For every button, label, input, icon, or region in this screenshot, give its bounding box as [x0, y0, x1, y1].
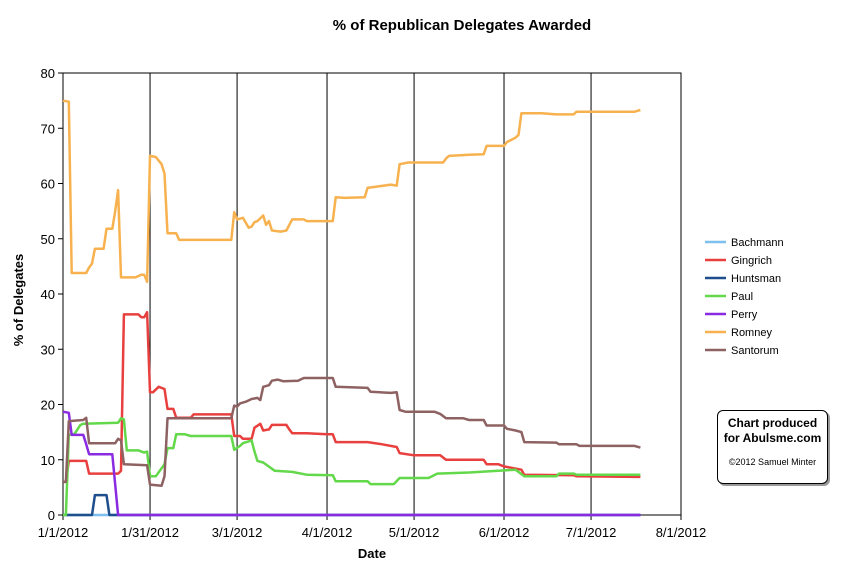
y-tick-label: 20 — [41, 398, 55, 413]
x-axis-title: Date — [358, 546, 386, 561]
x-tick-label: 8/1/2012 — [656, 525, 707, 540]
series-line-gingrich — [63, 310, 641, 484]
series-line-paul — [63, 417, 641, 517]
x-tick-label: 1/31/2012 — [121, 525, 179, 540]
legend-label-santorum: Santorum — [731, 345, 779, 357]
series-line-perry — [62, 410, 641, 517]
x-tick-label: 1/1/2012 — [38, 525, 89, 540]
grid — [149, 73, 592, 515]
y-tick-label: 60 — [41, 177, 55, 192]
y-tick-label: 70 — [41, 121, 55, 136]
y-tick-label: 40 — [41, 287, 55, 302]
x-tick-label: 3/1/2012 — [212, 525, 263, 540]
x-tick-label: 5/1/2012 — [389, 525, 440, 540]
copyright-text: ©2012 Samuel Minter — [728, 457, 817, 467]
series-line-santorum — [63, 376, 641, 487]
x-tick-label: 4/1/2012 — [302, 525, 353, 540]
y-tick-label: 80 — [41, 66, 55, 81]
legend-label-bachmann: Bachmann — [731, 237, 784, 249]
y-tick-label: 50 — [41, 232, 55, 247]
series-line-romney — [62, 99, 641, 284]
y-axis-title: % of Delegates — [11, 254, 26, 346]
series-lines — [62, 99, 641, 517]
legend-label-paul: Paul — [731, 291, 753, 303]
y-tick-label: 10 — [41, 453, 55, 468]
credit-box: Chart produced for Abulsme.com ©2012 Sam… — [717, 410, 828, 484]
legend-label-huntsman: Huntsman — [731, 273, 781, 285]
legend-label-gingrich: Gingrich — [731, 255, 772, 267]
credit-line-2: for Abulsme.com — [723, 431, 822, 445]
y-tick-label: 0 — [48, 508, 55, 523]
x-tick-label: 6/1/2012 — [479, 525, 530, 540]
credit-line-1: Chart produced — [727, 416, 818, 430]
y-tick-label: 30 — [41, 342, 55, 357]
legend-label-romney: Romney — [731, 327, 772, 339]
y-axis: 0 10 20 30 40 50 60 70 80 — [41, 66, 63, 523]
x-axis: 1/1/2012 1/31/2012 3/1/2012 4/1/2012 5/1/201… — [38, 515, 707, 540]
plot-area — [62, 72, 682, 516]
legend: Bachmann Gingrich Huntsman Paul Perry Romney S… — [705, 237, 784, 357]
x-tick-label: 7/1/2012 — [566, 525, 617, 540]
chart-title: % of Republican Delegates Awarded — [333, 17, 591, 34]
legend-label-perry: Perry — [731, 309, 758, 321]
